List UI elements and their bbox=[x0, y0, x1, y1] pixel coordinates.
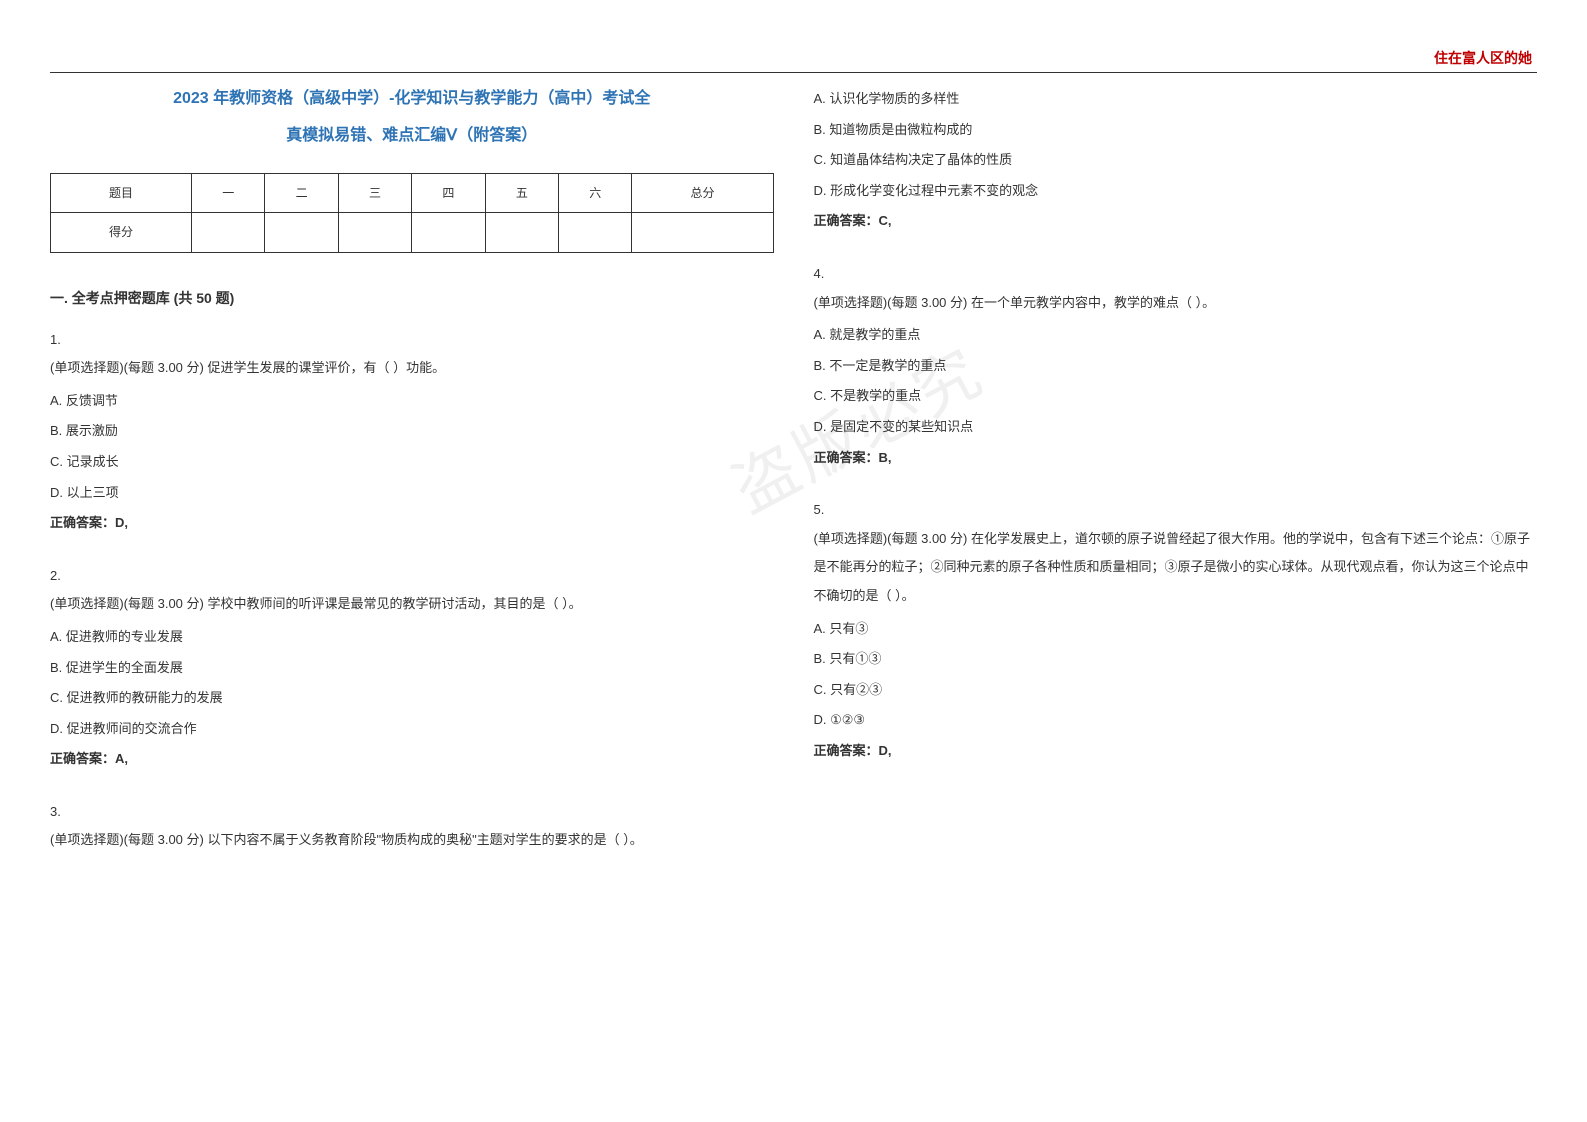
option: C. 促进教师的教研能力的发展 bbox=[50, 684, 774, 713]
option: B. 知道物质是由微粒构成的 bbox=[814, 116, 1538, 145]
option: A. 只有③ bbox=[814, 615, 1538, 644]
section-heading: 一. 全考点押密题库 (共 50 题) bbox=[50, 283, 774, 314]
page-title-sub: 真模拟易错、难点汇编Ⅴ（附答案） bbox=[50, 118, 774, 153]
answer: 正确答案：D, bbox=[50, 509, 774, 538]
question-number: 5. bbox=[814, 496, 1538, 525]
option: B. 只有①③ bbox=[814, 645, 1538, 674]
option: B. 促进学生的全面发展 bbox=[50, 654, 774, 683]
option: D. 形成化学变化过程中元素不变的观念 bbox=[814, 177, 1538, 206]
answer: 正确答案：A, bbox=[50, 745, 774, 774]
table-cell: 总分 bbox=[632, 173, 773, 212]
table-cell bbox=[412, 213, 485, 252]
right-column: A. 认识化学物质的多样性 B. 知道物质是由微粒构成的 C. 知道晶体结构决定… bbox=[814, 85, 1538, 1082]
question-number: 2. bbox=[50, 562, 774, 591]
table-cell bbox=[559, 213, 632, 252]
question-stem: (单项选择题)(每题 3.00 分) 促进学生发展的课堂评价，有（ ）功能。 bbox=[50, 354, 774, 383]
top-divider bbox=[50, 72, 1537, 73]
question-stem: (单项选择题)(每题 3.00 分) 以下内容不属于义务教育阶段"物质构成的奥秘… bbox=[50, 826, 774, 855]
table-cell bbox=[632, 213, 773, 252]
option: A. 就是教学的重点 bbox=[814, 321, 1538, 350]
header-label: 住在富人区的她 bbox=[1434, 48, 1532, 68]
question-stem: (单项选择题)(每题 3.00 分) 在一个单元教学内容中，教学的难点（ ）。 bbox=[814, 289, 1538, 318]
table-cell: 一 bbox=[192, 173, 265, 212]
table-cell bbox=[192, 213, 265, 252]
answer: 正确答案：C, bbox=[814, 207, 1538, 236]
table-cell: 五 bbox=[485, 173, 558, 212]
table-cell bbox=[338, 213, 411, 252]
table-cell: 二 bbox=[265, 173, 338, 212]
option: A. 认识化学物质的多样性 bbox=[814, 85, 1538, 114]
option: B. 不一定是教学的重点 bbox=[814, 352, 1538, 381]
table-cell: 题目 bbox=[51, 173, 192, 212]
table-cell bbox=[265, 213, 338, 252]
option: A. 反馈调节 bbox=[50, 387, 774, 416]
score-table: 题目 一 二 三 四 五 六 总分 得分 bbox=[50, 173, 774, 253]
option: D. 促进教师间的交流合作 bbox=[50, 715, 774, 744]
option: A. 促进教师的专业发展 bbox=[50, 623, 774, 652]
option: C. 只有②③ bbox=[814, 676, 1538, 705]
answer: 正确答案：B, bbox=[814, 444, 1538, 473]
question-stem: (单项选择题)(每题 3.00 分) 学校中教师间的听评课是最常见的教学研讨活动… bbox=[50, 590, 774, 619]
answer: 正确答案：D, bbox=[814, 737, 1538, 766]
page-title-main: 2023 年教师资格（高级中学）-化学知识与教学能力（高中）考试全 bbox=[50, 85, 774, 114]
table-cell: 六 bbox=[559, 173, 632, 212]
table-cell: 四 bbox=[412, 173, 485, 212]
question-number: 1. bbox=[50, 326, 774, 355]
table-cell: 得分 bbox=[51, 213, 192, 252]
option: C. 记录成长 bbox=[50, 448, 774, 477]
option: D. 是固定不变的某些知识点 bbox=[814, 413, 1538, 442]
question-number: 3. bbox=[50, 798, 774, 827]
question-number: 4. bbox=[814, 260, 1538, 289]
table-row: 得分 bbox=[51, 213, 774, 252]
table-cell bbox=[485, 213, 558, 252]
option: D. ①②③ bbox=[814, 706, 1538, 735]
option: B. 展示激励 bbox=[50, 417, 774, 446]
content-wrapper: 2023 年教师资格（高级中学）-化学知识与教学能力（高中）考试全 真模拟易错、… bbox=[50, 85, 1537, 1082]
table-row: 题目 一 二 三 四 五 六 总分 bbox=[51, 173, 774, 212]
left-column: 2023 年教师资格（高级中学）-化学知识与教学能力（高中）考试全 真模拟易错、… bbox=[50, 85, 774, 1082]
option: D. 以上三项 bbox=[50, 479, 774, 508]
table-cell: 三 bbox=[338, 173, 411, 212]
option: C. 知道晶体结构决定了晶体的性质 bbox=[814, 146, 1538, 175]
option: C. 不是教学的重点 bbox=[814, 382, 1538, 411]
question-stem: (单项选择题)(每题 3.00 分) 在化学发展史上，道尔顿的原子说曾经起了很大… bbox=[814, 525, 1538, 611]
